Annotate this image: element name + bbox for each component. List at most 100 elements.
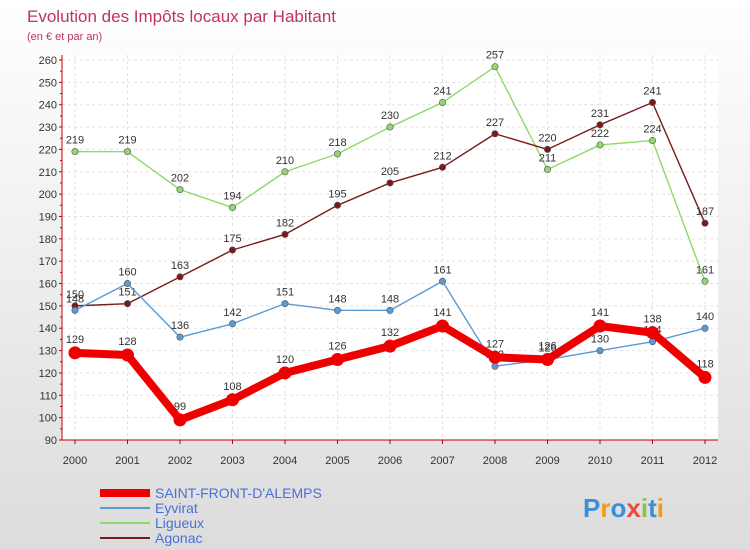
data-point xyxy=(278,366,292,380)
data-point xyxy=(333,150,341,158)
data-label: 194 xyxy=(223,191,241,203)
x-tick-label: 2005 xyxy=(325,455,349,467)
data-label: 230 xyxy=(381,110,399,122)
data-point xyxy=(701,277,709,285)
data-point xyxy=(543,145,551,153)
data-label: 126 xyxy=(328,341,346,353)
y-tick-label: 220 xyxy=(39,144,57,156)
data-point xyxy=(543,166,551,174)
data-point xyxy=(281,300,289,308)
data-point xyxy=(383,339,397,353)
data-point xyxy=(386,306,394,314)
y-tick-label: 150 xyxy=(39,301,57,313)
x-tick-label: 2000 xyxy=(63,455,87,467)
gridlines xyxy=(62,55,718,441)
logo-text: Proxiti xyxy=(583,493,664,523)
legend-label: Agonac xyxy=(155,530,202,546)
logo-letter: i xyxy=(657,493,664,523)
data-point xyxy=(646,326,659,340)
data-point xyxy=(386,179,394,187)
axes: 90 100 110 120 130 140 150 160 170 180 190 200 210 22… xyxy=(39,55,718,467)
legend-item: SAINT-FRONT-D'ALEMPS xyxy=(100,485,322,501)
data-label: 148 xyxy=(66,293,84,305)
data-label: 175 xyxy=(223,233,241,245)
data-label: 211 xyxy=(539,153,557,165)
data-point xyxy=(593,319,607,333)
x-tick-label: 2010 xyxy=(588,455,612,467)
logo-letter: o xyxy=(610,493,626,523)
data-label: 231 xyxy=(591,108,609,120)
x-tick-label: 2006 xyxy=(378,455,402,467)
x-tick-label: 2008 xyxy=(483,455,507,467)
data-label: 187 xyxy=(696,206,714,218)
series-ligueux: 219 219 202 194 210 218 230 241 257 211 222 224 161 xyxy=(66,50,714,285)
data-label: 126 xyxy=(538,343,556,355)
y-tick-label: 100 xyxy=(39,413,57,425)
y-tick-label: 170 xyxy=(39,256,57,268)
logo-letter: t xyxy=(648,493,657,523)
y-tick-label: 250 xyxy=(39,77,57,89)
data-point xyxy=(71,306,79,314)
data-label: 182 xyxy=(276,217,294,229)
data-label: 148 xyxy=(381,293,399,305)
data-point xyxy=(491,362,499,370)
data-point xyxy=(491,130,499,138)
data-point xyxy=(176,186,184,194)
y-tick-label: 110 xyxy=(39,390,57,402)
data-label: 150 xyxy=(66,289,84,301)
data-label: 257 xyxy=(486,50,504,62)
data-label: 129 xyxy=(66,334,84,346)
data-label: 212 xyxy=(433,150,451,162)
data-label: 151 xyxy=(118,287,136,299)
data-label: 108 xyxy=(223,381,241,393)
data-label: 142 xyxy=(223,307,241,319)
y-tick-label: 90 xyxy=(45,435,57,447)
data-point xyxy=(281,230,289,238)
data-label: 138 xyxy=(643,314,661,326)
x-tick-label: 2011 xyxy=(641,455,665,467)
series-eyvirat: 148160136142151148148161123126130134140 xyxy=(66,264,714,370)
data-point xyxy=(173,413,187,427)
y-tick-label: 240 xyxy=(39,100,57,112)
data-point xyxy=(648,98,656,106)
data-point xyxy=(226,393,239,407)
legend-item: Agonac xyxy=(100,530,202,546)
data-label: 161 xyxy=(433,264,451,276)
x-tick-label: 2001 xyxy=(115,455,139,467)
data-point xyxy=(701,219,709,227)
chart-title: Evolution des Impôts locaux par Habitant xyxy=(27,7,336,26)
legend-label: SAINT-FRONT-D'ALEMPS xyxy=(155,485,322,501)
y-tick-label: 130 xyxy=(39,346,57,358)
x-tick-label: 2007 xyxy=(430,455,454,467)
data-label: 161 xyxy=(696,264,714,276)
data-point xyxy=(124,148,132,156)
legend-item: Ligueux xyxy=(100,515,204,531)
data-point xyxy=(229,246,237,254)
logo-letter: r xyxy=(600,493,610,523)
data-label: 222 xyxy=(591,128,609,140)
y-tick-label: 210 xyxy=(39,167,57,179)
data-point xyxy=(488,350,502,364)
chart-subtitle: (en € et par an) xyxy=(27,31,102,43)
data-point xyxy=(386,123,394,131)
data-label: 224 xyxy=(643,123,661,135)
data-point xyxy=(491,63,499,71)
x-tick-label: 2012 xyxy=(693,455,717,467)
data-point xyxy=(333,201,341,209)
data-point xyxy=(596,121,604,129)
legend-label: Ligueux xyxy=(155,515,204,531)
data-label: 140 xyxy=(696,311,714,323)
data-point xyxy=(596,347,604,355)
data-point xyxy=(541,353,554,367)
logo-letter: i xyxy=(641,493,648,523)
data-point xyxy=(436,319,449,333)
data-label: 163 xyxy=(171,260,189,272)
data-point xyxy=(121,348,134,362)
logo-letter: x xyxy=(626,493,641,523)
y-tick-label: 260 xyxy=(39,55,57,67)
y-tick-label: 160 xyxy=(39,279,57,291)
data-label: 128 xyxy=(118,336,136,348)
data-label: 132 xyxy=(381,327,399,339)
